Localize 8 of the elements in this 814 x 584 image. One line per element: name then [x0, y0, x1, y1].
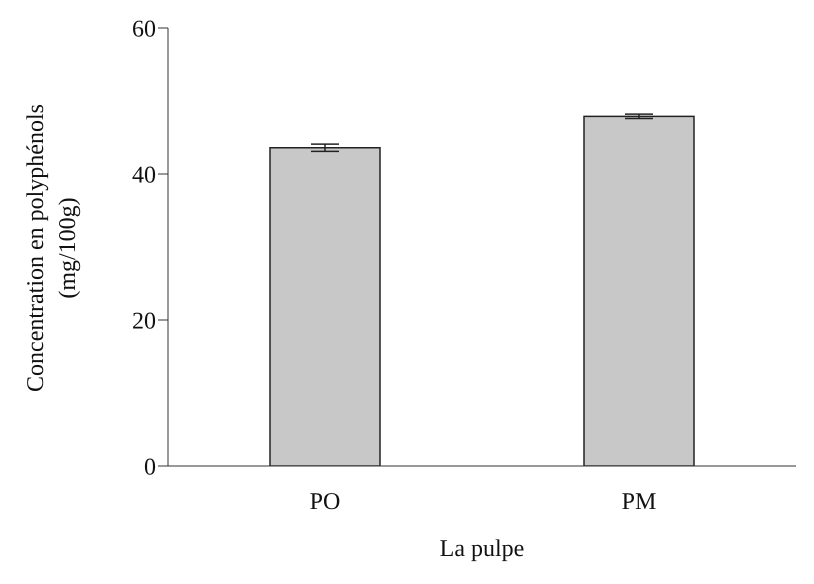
y-tick-label: 40: [132, 162, 156, 189]
y-tick-label: 60: [132, 16, 156, 43]
x-axis-title: La pulpe: [440, 536, 524, 562]
x-tick-label: PO: [310, 489, 340, 516]
x-tick-label: PM: [622, 489, 656, 516]
y-axis-title: Concentration en polyphénols (mg/100g): [23, 104, 81, 392]
y-tick-label: 20: [132, 308, 156, 335]
y-tick-label: 0: [144, 454, 156, 481]
